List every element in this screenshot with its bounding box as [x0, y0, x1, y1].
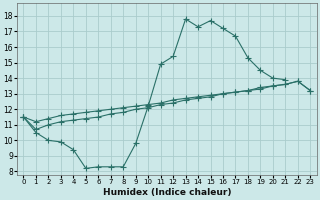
X-axis label: Humidex (Indice chaleur): Humidex (Indice chaleur)	[103, 188, 231, 197]
